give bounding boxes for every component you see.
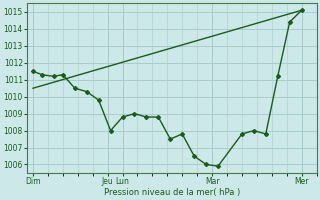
X-axis label: Pression niveau de la mer( hPa ): Pression niveau de la mer( hPa ): [104, 188, 240, 197]
